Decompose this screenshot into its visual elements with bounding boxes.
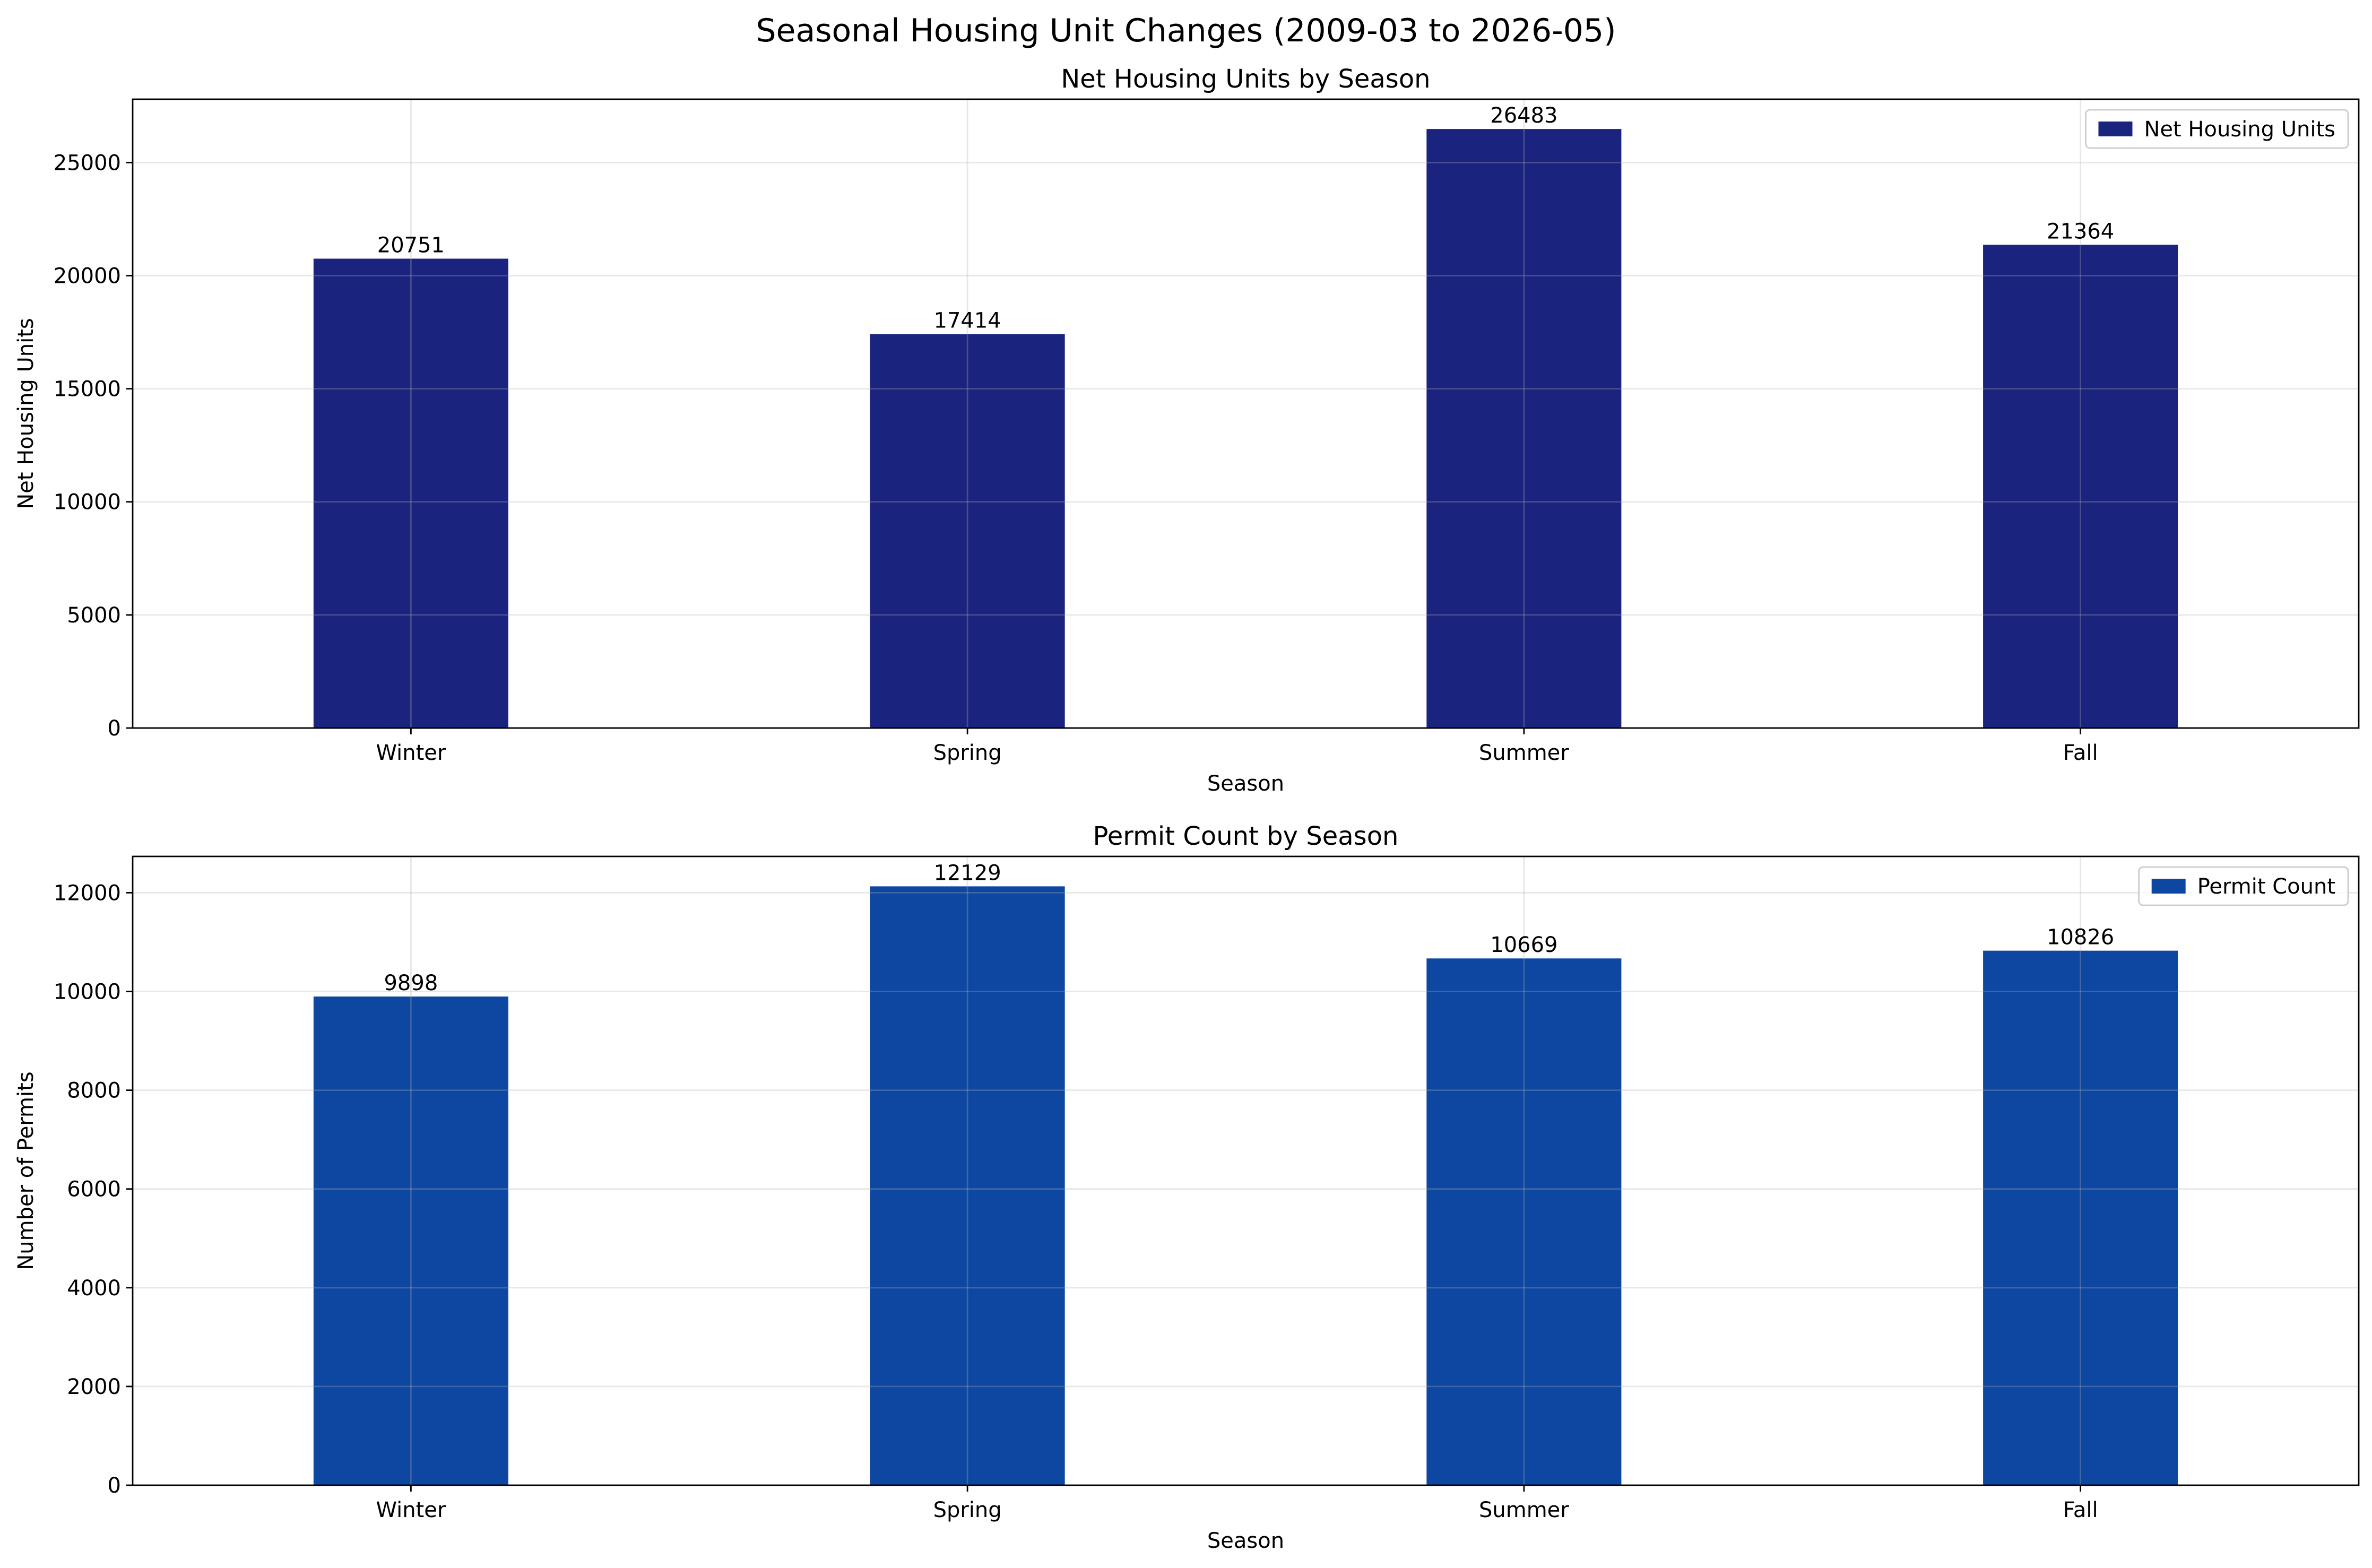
permit-count-bar-fall: [1983, 950, 2178, 1485]
permit-count-bar-label-winter: 9898: [384, 971, 438, 995]
net-housing-y-tick-label: 5000: [67, 603, 121, 628]
net-housing-x-axis-label: Season: [1207, 772, 1284, 796]
net-housing-bar-fall: [1983, 245, 2178, 728]
permit-count-bar-winter: [313, 996, 508, 1485]
permit-count-y-tick-label: 4000: [67, 1276, 121, 1301]
permit-count-bar-label-fall: 10826: [2047, 925, 2114, 950]
net-housing-bar-label-winter: 20751: [377, 233, 445, 257]
permit-count-bar-summer: [1426, 958, 1622, 1485]
permit-count-bar-label-spring: 12129: [934, 861, 1001, 885]
permit-count-legend-label: Permit Count: [2197, 874, 2335, 899]
permit-count-y-tick-label: 6000: [67, 1177, 121, 1202]
net-housing-y-tick-label: 0: [108, 716, 121, 741]
net-housing-y-tick-label: 10000: [54, 490, 121, 515]
figure-title: Seasonal Housing Unit Changes (2009-03 t…: [756, 12, 1616, 49]
net-housing-title: Net Housing Units by Season: [1061, 64, 1430, 94]
net-housing-bar-label-summer: 26483: [1490, 103, 1557, 128]
permit-count-x-tick-label-spring: Spring: [933, 1498, 1002, 1522]
permit-count-axes-frame: [132, 855, 2360, 1486]
permit-count-y-tick-label: 10000: [54, 980, 121, 1004]
net-housing-bar-label-fall: 21364: [2047, 219, 2114, 244]
net-housing-bar-winter: [313, 258, 508, 728]
permit-count-x-tick-label-winter: Winter: [376, 1498, 446, 1522]
permit-count-x-tick-label-summer: Summer: [1479, 1498, 1569, 1522]
permit-count-legend-frame: [2138, 866, 2349, 906]
permit-count-bar-label-summer: 10669: [1490, 933, 1557, 957]
net-housing-x-tick-label-winter: Winter: [376, 741, 446, 765]
permit-count-y-tick-label: 8000: [67, 1079, 121, 1103]
permit-count-y-tick-label: 0: [108, 1474, 121, 1498]
net-housing-y-tick-label: 15000: [54, 377, 121, 402]
net-housing-bar-summer: [1426, 129, 1622, 728]
net-housing-y-tick-label: 20000: [54, 264, 121, 288]
permit-count-legend: Permit Count: [2138, 866, 2349, 906]
permit-count-y-tick-label: 2000: [67, 1375, 121, 1399]
net-housing-y-axis-label: Net Housing Units: [14, 318, 38, 509]
permit-count-legend-swatch: [2151, 879, 2186, 894]
permit-count-x-tick-label-fall: Fall: [2063, 1498, 2098, 1522]
permit-count-y-axis-label: Number of Permits: [14, 1071, 38, 1270]
net-housing-x-tick-label-spring: Spring: [933, 741, 1002, 765]
net-housing-x-tick-label-summer: Summer: [1479, 741, 1569, 765]
net-housing-x-tick-label-fall: Fall: [2063, 741, 2098, 765]
net-housing-legend-frame: [2085, 109, 2349, 149]
net-housing-legend-label: Net Housing Units: [2144, 117, 2335, 142]
permit-count-x-axis-label: Season: [1207, 1529, 1284, 1553]
permit-count-bar-spring: [870, 886, 1065, 1485]
permit-count-title: Permit Count by Season: [1093, 821, 1399, 851]
net-housing-legend: Net Housing Units: [2085, 109, 2349, 149]
permit-count-y-tick-label: 12000: [54, 881, 121, 905]
net-housing-legend-swatch: [2098, 122, 2133, 136]
net-housing-bar-label-spring: 17414: [934, 309, 1001, 333]
net-housing-axes-frame: [132, 98, 2360, 729]
net-housing-bar-spring: [870, 334, 1065, 728]
net-housing-y-tick-label: 25000: [54, 151, 121, 175]
net-housing-units-chart: 0 5000 10000 15000 20000 25000 Winter Spring Sum…: [14, 64, 2360, 796]
permit-count-chart: 0 2000 4000 6000 8000 10000 12000 Winter Spring S…: [14, 821, 2360, 1553]
